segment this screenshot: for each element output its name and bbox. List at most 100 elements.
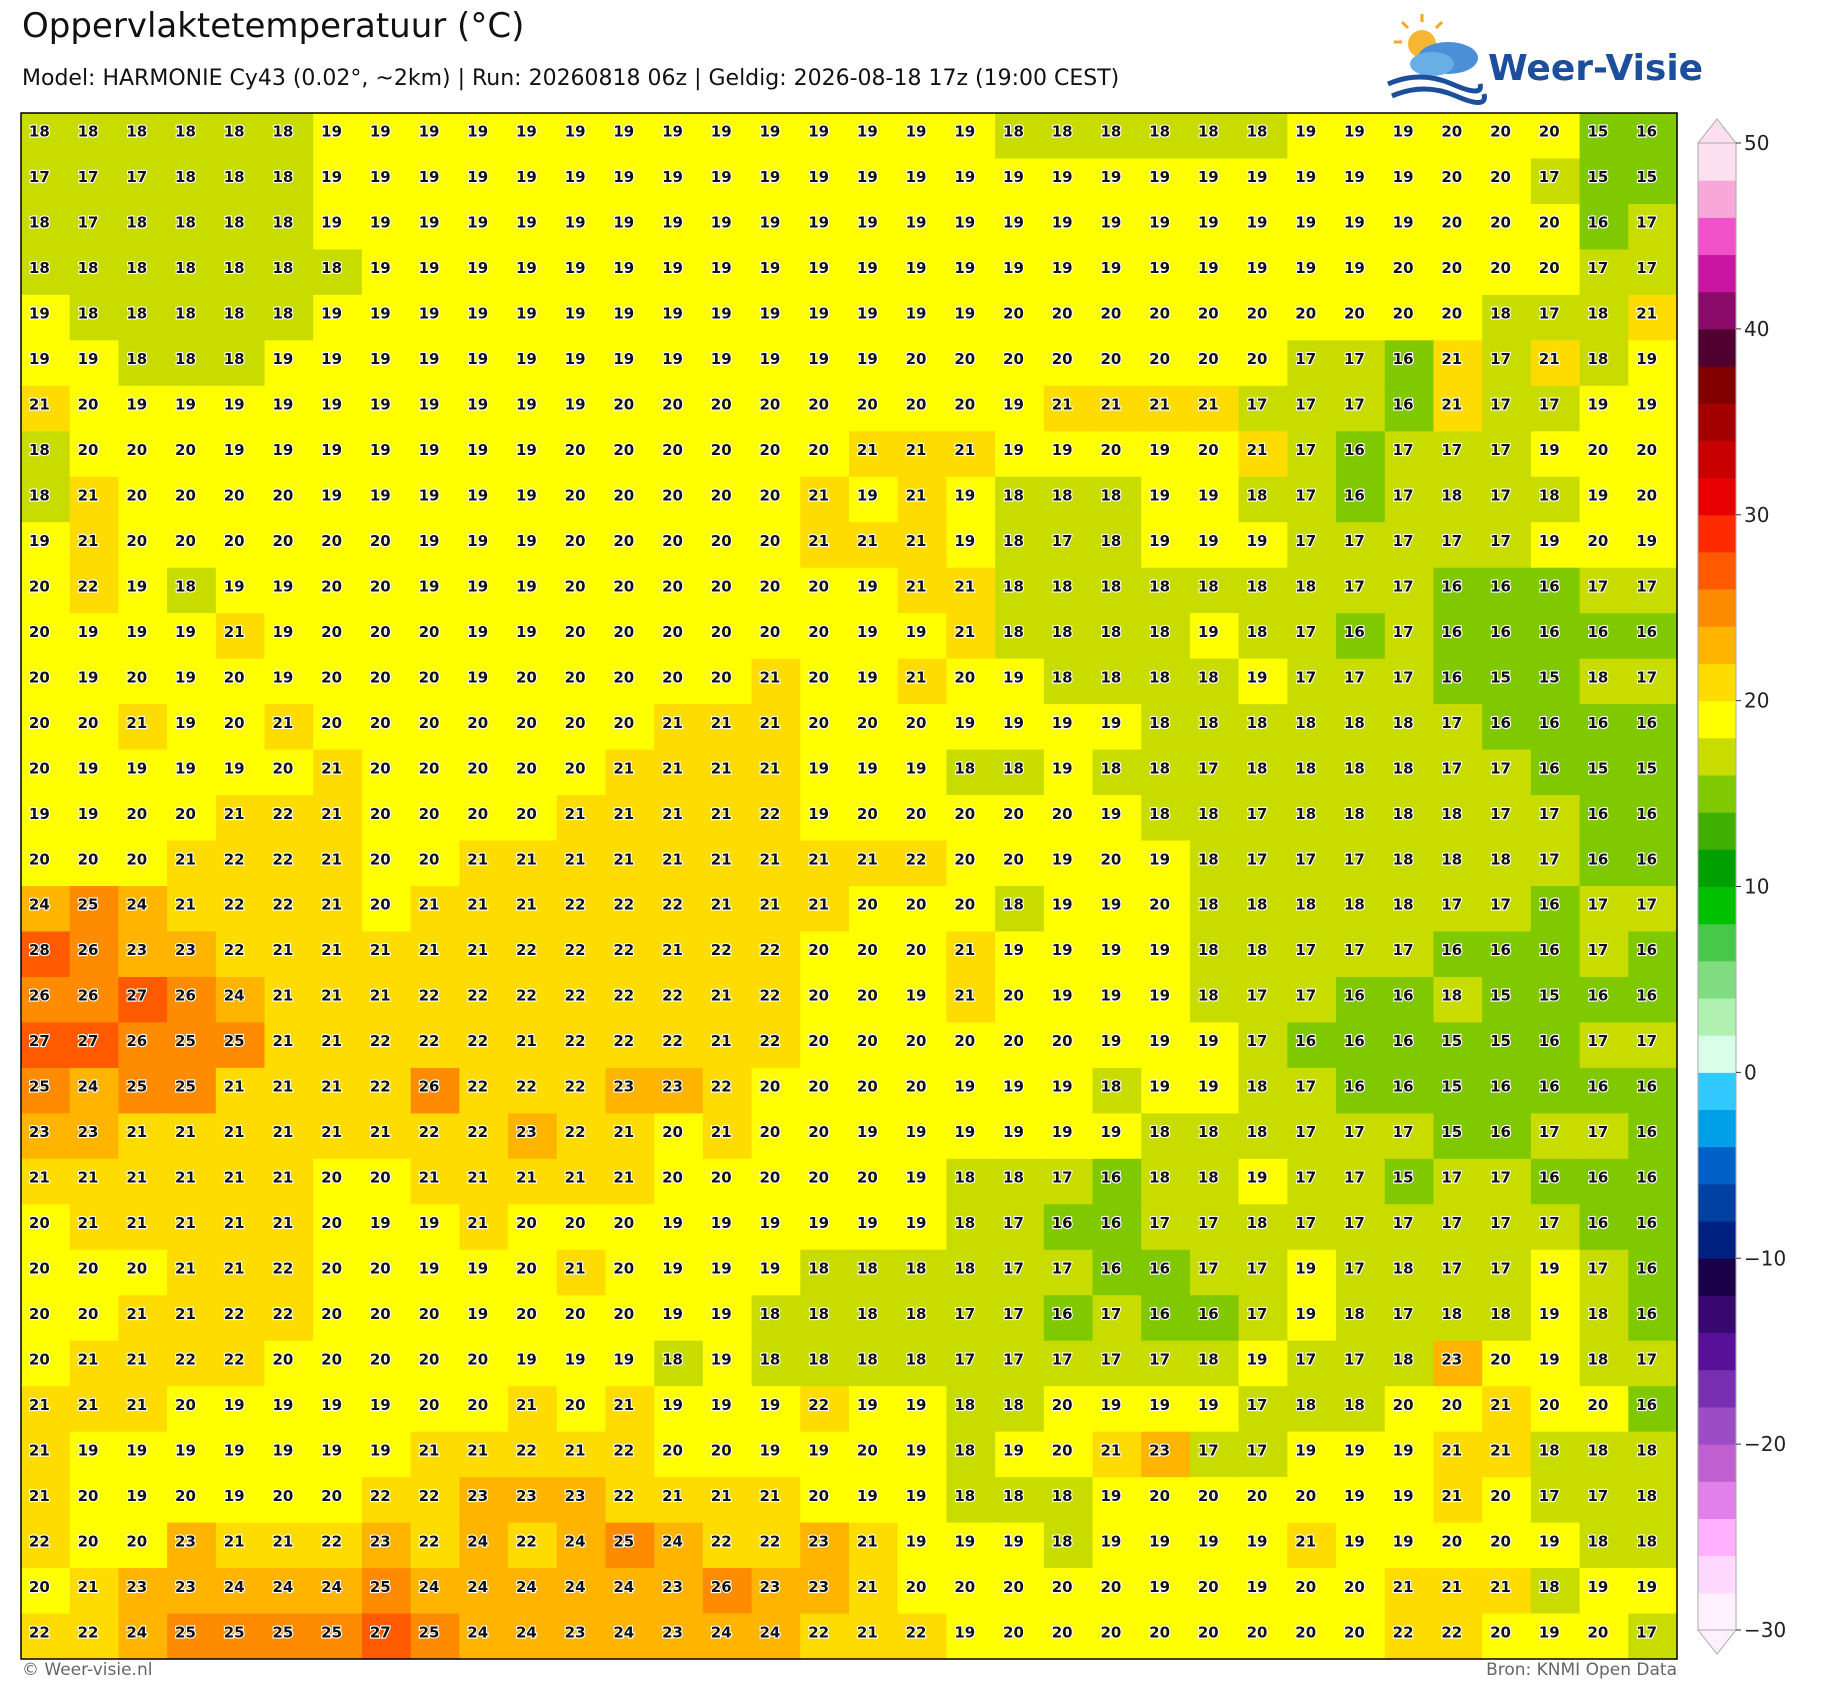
temperature-label: 18 xyxy=(1295,896,1316,914)
temperature-label: 21 xyxy=(711,1032,732,1050)
temperature-label: 19 xyxy=(370,487,391,505)
temperature-label: 21 xyxy=(321,850,342,868)
temperature-cell xyxy=(118,886,168,933)
temperature-cell xyxy=(654,431,704,478)
temperature-label: 19 xyxy=(516,305,537,323)
temperature-label: 18 xyxy=(1539,487,1560,505)
temperature-cell xyxy=(1141,567,1191,614)
temperature-label: 21 xyxy=(1441,1578,1462,1596)
temperature-label: 20 xyxy=(1052,350,1073,368)
temperature-cell xyxy=(1579,294,1629,341)
temperature-label: 20 xyxy=(954,1032,975,1050)
temperature-cell xyxy=(1530,294,1581,341)
temperature-label: 18 xyxy=(1198,714,1219,732)
temperature-label: 19 xyxy=(857,577,878,595)
temperature-label: 19 xyxy=(565,123,586,141)
temperature-cell xyxy=(264,113,314,160)
temperature-cell xyxy=(1482,613,1532,660)
temperature-label: 22 xyxy=(321,1532,342,1550)
temperature-cell xyxy=(946,704,996,751)
temperature-cell xyxy=(1287,203,1337,251)
temperature-label: 17 xyxy=(1636,1032,1657,1050)
temperature-cell xyxy=(1628,840,1678,887)
temperature-label: 19 xyxy=(1052,441,1073,459)
temperature-label: 21 xyxy=(1441,1441,1462,1459)
temperature-label: 20 xyxy=(272,487,293,505)
temperature-label: 18 xyxy=(1003,577,1024,595)
temperature-cell xyxy=(751,522,801,569)
colorbar-segment xyxy=(1698,849,1736,887)
temperature-label: 20 xyxy=(370,759,391,777)
temperature-cell xyxy=(21,249,71,296)
temperature-label: 18 xyxy=(1588,1305,1609,1323)
temperature-cell xyxy=(556,249,607,296)
temperature-cell xyxy=(1092,613,1142,660)
temperature-label: 21 xyxy=(224,1169,245,1187)
temperature-label: 19 xyxy=(662,1260,683,1278)
temperature-cell xyxy=(1043,840,1094,887)
temperature-label: 18 xyxy=(1636,1441,1657,1459)
temperature-label: 19 xyxy=(1100,896,1121,914)
temperature-label: 19 xyxy=(1588,1578,1609,1596)
temperature-label: 19 xyxy=(1198,1078,1219,1096)
temperature-label: 21 xyxy=(175,850,196,868)
temperature-label: 19 xyxy=(1539,532,1560,550)
temperature-label: 21 xyxy=(1247,441,1268,459)
temperature-label: 22 xyxy=(370,1078,391,1096)
temperature-label: 19 xyxy=(467,623,488,641)
temperature-label: 20 xyxy=(78,850,99,868)
temperature-label: 22 xyxy=(516,1441,537,1459)
temperature-cell xyxy=(897,658,948,705)
temperature-label: 20 xyxy=(613,1260,634,1278)
temperature-label: 16 xyxy=(1588,1214,1609,1232)
temperature-label: 26 xyxy=(711,1578,732,1596)
temperature-label: 21 xyxy=(78,1169,99,1187)
temperature-label: 21 xyxy=(78,1578,99,1596)
temperature-label: 19 xyxy=(126,1487,147,1505)
temperature-label: 17 xyxy=(1588,941,1609,959)
temperature-label: 19 xyxy=(419,396,440,414)
temperature-label: 16 xyxy=(1588,1078,1609,1096)
temperature-cell xyxy=(605,704,655,751)
temperature-label: 19 xyxy=(272,577,293,595)
temperature-cell xyxy=(702,431,753,478)
temperature-label: 19 xyxy=(1344,168,1365,186)
temperature-cell xyxy=(1336,704,1386,751)
temperature-label: 16 xyxy=(1393,350,1414,368)
temperature-label: 18 xyxy=(126,305,147,323)
temperature-cell xyxy=(1189,340,1240,387)
temperature-cell xyxy=(508,294,558,341)
temperature-label: 16 xyxy=(1149,1260,1170,1278)
temperature-cell xyxy=(21,567,71,614)
temperature-label: 19 xyxy=(711,214,732,232)
temperature-cell xyxy=(1238,294,1288,341)
temperature-label: 18 xyxy=(224,305,245,323)
temperature-cell xyxy=(264,567,314,614)
colorbar-segment xyxy=(1698,1072,1736,1111)
temperature-label: 20 xyxy=(78,396,99,414)
temperature-label: 20 xyxy=(272,1350,293,1368)
temperature-label: 20 xyxy=(906,1578,927,1596)
temperature-label: 17 xyxy=(1393,1123,1414,1141)
temperature-cell xyxy=(605,476,655,523)
temperature-label: 20 xyxy=(954,850,975,868)
temperature-label: 19 xyxy=(613,214,634,232)
temperature-cell xyxy=(800,886,850,933)
temperature-label: 19 xyxy=(760,259,781,277)
temperature-label: 21 xyxy=(321,1123,342,1141)
temperature-cell xyxy=(361,795,412,842)
temperature-cell xyxy=(556,113,607,160)
temperature-cell xyxy=(1287,886,1337,933)
temperature-cell xyxy=(410,658,460,705)
temperature-cell xyxy=(849,704,899,751)
temperature-cell xyxy=(508,931,558,978)
temperature-cell xyxy=(21,340,71,387)
temperature-cell xyxy=(1579,340,1629,387)
temperature-label: 20 xyxy=(78,1532,99,1550)
temperature-label: 19 xyxy=(857,350,878,368)
temperature-cell xyxy=(995,567,1045,614)
temperature-cell xyxy=(508,249,558,296)
temperature-label: 21 xyxy=(857,1623,878,1641)
temperature-label: 21 xyxy=(78,1214,99,1232)
temperature-cell xyxy=(897,567,948,614)
